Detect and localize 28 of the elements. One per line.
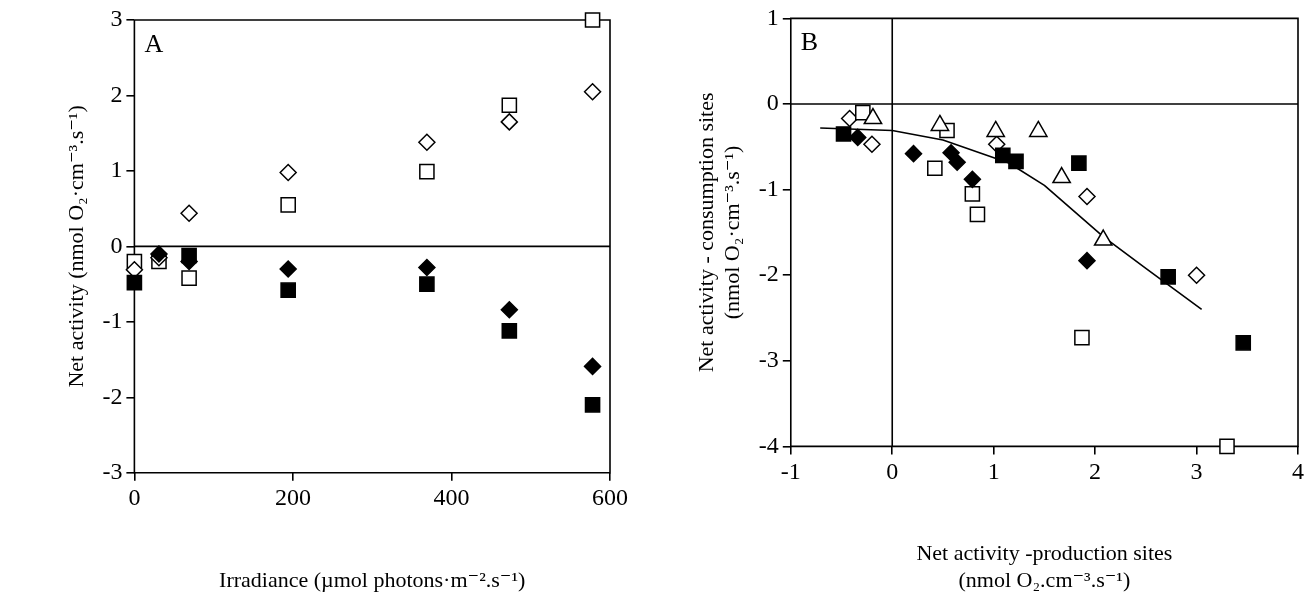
x-tick-label: 1 — [987, 458, 1000, 485]
y-tick-label: 0 — [110, 231, 123, 258]
y-axis-title: Net activity (nmol O₂·cm⁻³.s⁻¹) — [62, 105, 88, 388]
x-tick-label: 600 — [592, 484, 628, 511]
annotation: B — [800, 27, 819, 57]
x-tick-label: 3 — [1190, 458, 1203, 485]
x-axis-title: Net activity -production sites (nmol O₂.cm⁻³.s⁻¹) — [916, 540, 1173, 592]
y-tick-label: 1 — [766, 3, 779, 30]
y-tick-label: 1 — [110, 156, 123, 183]
y-axis-title: Net activity - consumption sites (nmol O₂·cm⁻³.s⁻¹) — [692, 92, 745, 373]
y-tick-label: -2 — [102, 382, 123, 409]
x-tick-label: 4 — [1292, 458, 1304, 485]
x-tick-label: 0 — [128, 484, 141, 511]
y-tick-label: -4 — [758, 431, 779, 458]
y-tick-label: -1 — [758, 174, 779, 201]
x-tick-label: 2 — [1089, 458, 1102, 485]
y-tick-label: -3 — [758, 346, 779, 373]
y-tick-label: -1 — [102, 307, 123, 334]
y-tick-label: -3 — [102, 458, 123, 485]
y-tick-label: 0 — [766, 89, 779, 116]
x-tick-label: 0 — [886, 458, 899, 485]
annotation: A — [144, 28, 164, 58]
y-tick-label: 3 — [110, 5, 123, 32]
x-tick-label: 400 — [433, 484, 470, 511]
x-tick-label: 200 — [274, 484, 311, 511]
y-tick-label: 2 — [110, 80, 123, 107]
x-axis-title: Irradiance (µmol photons·m⁻².s⁻¹) — [219, 566, 526, 592]
y-tick-label: -2 — [758, 260, 779, 287]
